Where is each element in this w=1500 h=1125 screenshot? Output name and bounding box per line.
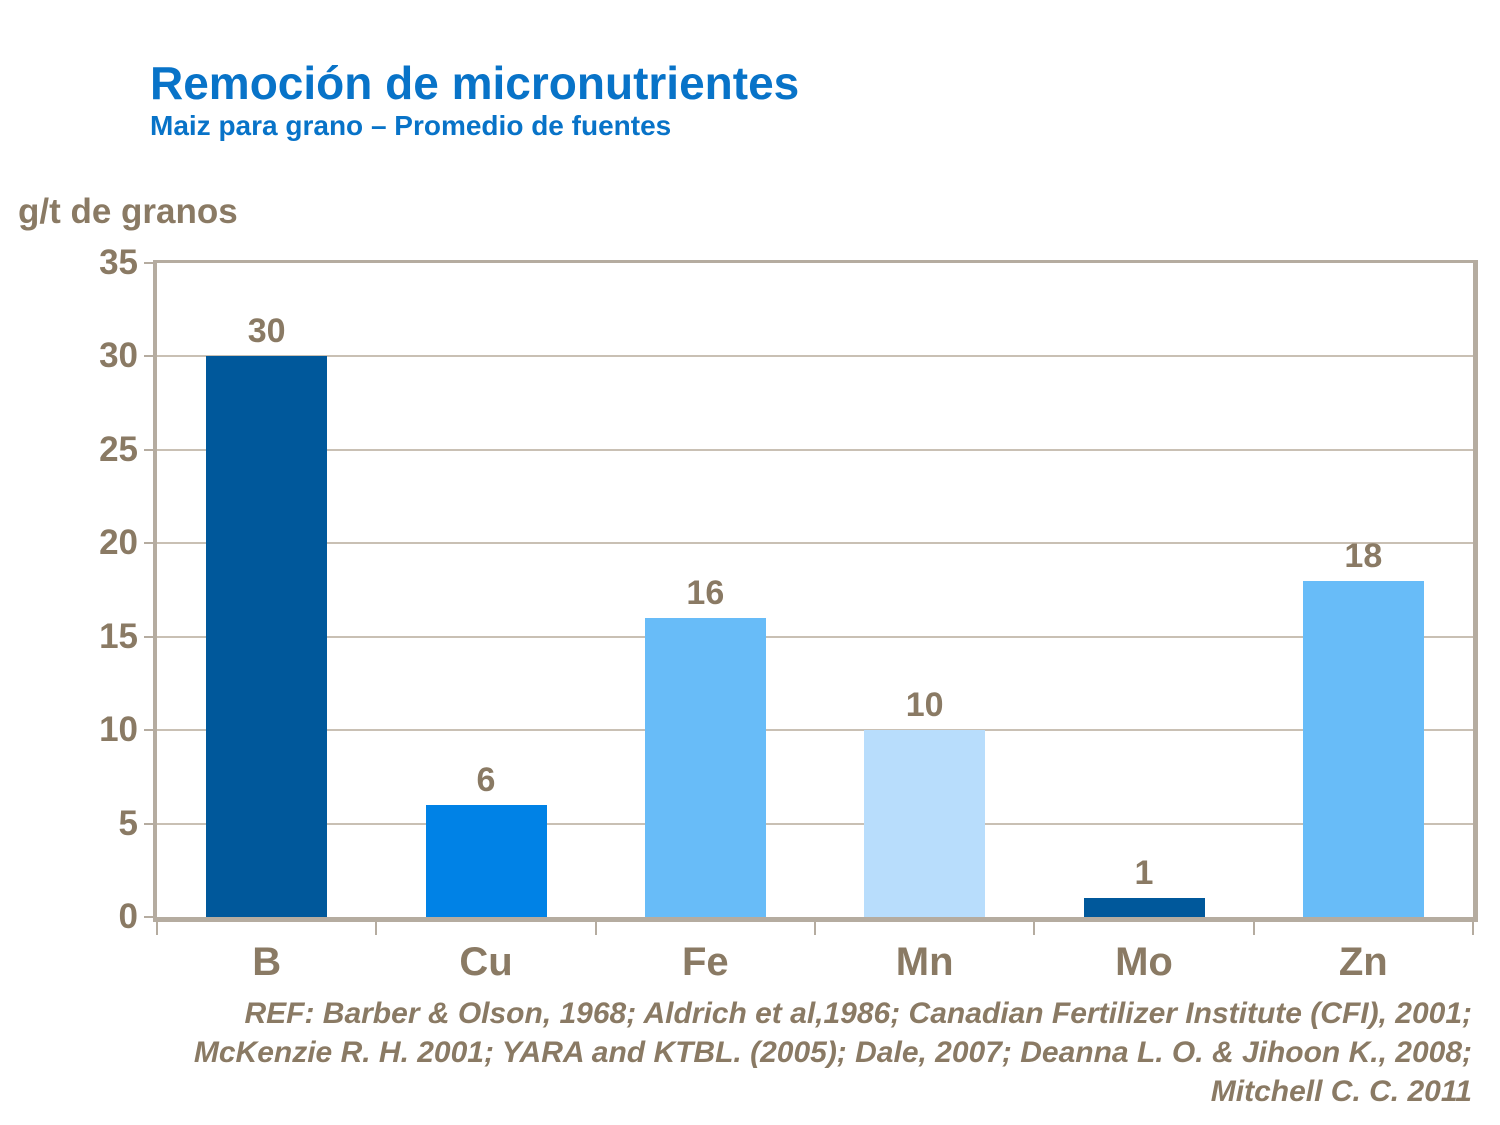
y-axis-tick-label: 10 <box>99 710 138 750</box>
y-axis-tick-label: 25 <box>99 429 138 469</box>
x-axis-category-label-b: B <box>252 940 282 984</box>
y-axis-tick-label: 30 <box>99 336 138 376</box>
y-axis-tick-label: 5 <box>118 803 138 843</box>
reference-line-2: McKenzie R. H. 2001; YARA and KTBL. (200… <box>193 1036 1472 1069</box>
y-axis-tick-label: 35 <box>99 243 138 282</box>
reference-text: REF: Barber & Olson, 1968; Aldrich et al… <box>12 994 1472 1111</box>
x-axis-category-label-mn: Mn <box>895 940 954 984</box>
y-tick-mark <box>144 822 157 825</box>
y-tick-mark <box>144 262 157 264</box>
x-axis-category-label-zn: Zn <box>1338 940 1388 984</box>
y-gridline <box>157 822 1473 825</box>
plot-area <box>153 260 1478 922</box>
bar-cu <box>425 804 547 917</box>
x-tick-mark <box>375 922 378 935</box>
bar-value-label-mn: 10 <box>905 686 944 725</box>
y-tick-mark <box>144 729 157 732</box>
bar-zn <box>1302 580 1424 917</box>
y-axis-title: g/t de granos <box>18 192 238 231</box>
y-gridline <box>157 448 1473 451</box>
x-axis-category-label-cu: Cu <box>459 940 513 984</box>
y-gridline <box>157 729 1473 732</box>
y-gridline <box>157 635 1473 638</box>
y-tick-mark <box>144 355 157 358</box>
y-gridline <box>157 542 1473 545</box>
y-tick-mark <box>144 916 157 918</box>
x-tick-mark <box>814 922 816 935</box>
bar-mo <box>1083 898 1205 917</box>
y-axis-tick-label: 20 <box>99 523 138 563</box>
x-tick-mark <box>1472 922 1474 935</box>
bar-mn <box>864 730 986 917</box>
bar-b <box>206 356 328 917</box>
y-axis-tick-label: 15 <box>99 616 138 656</box>
chart-title: Remoción de micronutrientes <box>150 57 800 109</box>
x-axis-category-label-mo: Mo <box>1115 940 1173 984</box>
reference-line-1: REF: Barber & Olson, 1968; Aldrich et al… <box>244 997 1472 1030</box>
bar-value-label-zn: 18 <box>1344 536 1383 575</box>
x-axis-category-label-fe: Fe <box>681 940 729 984</box>
x-tick-mark <box>1252 922 1255 935</box>
y-tick-mark <box>144 635 157 638</box>
y-gridline <box>157 355 1473 358</box>
reference-line-3: Mitchell C. C. 2011 <box>1210 1075 1472 1108</box>
y-axis-tick-label: 0 <box>118 897 138 936</box>
bar-value-label-cu: 6 <box>476 760 496 799</box>
bar-value-label-b: 30 <box>247 312 286 351</box>
y-tick-mark <box>144 448 157 451</box>
bar-value-label-fe: 16 <box>686 574 725 613</box>
x-tick-mark <box>1033 922 1036 935</box>
bar-value-label-mo: 1 <box>1134 854 1154 893</box>
x-tick-mark <box>156 922 158 935</box>
bar-fe <box>644 618 766 917</box>
chart-subtitle: Maiz para grano – Promedio de fuentes <box>150 110 672 141</box>
y-tick-mark <box>144 542 157 545</box>
x-tick-mark <box>594 922 597 935</box>
